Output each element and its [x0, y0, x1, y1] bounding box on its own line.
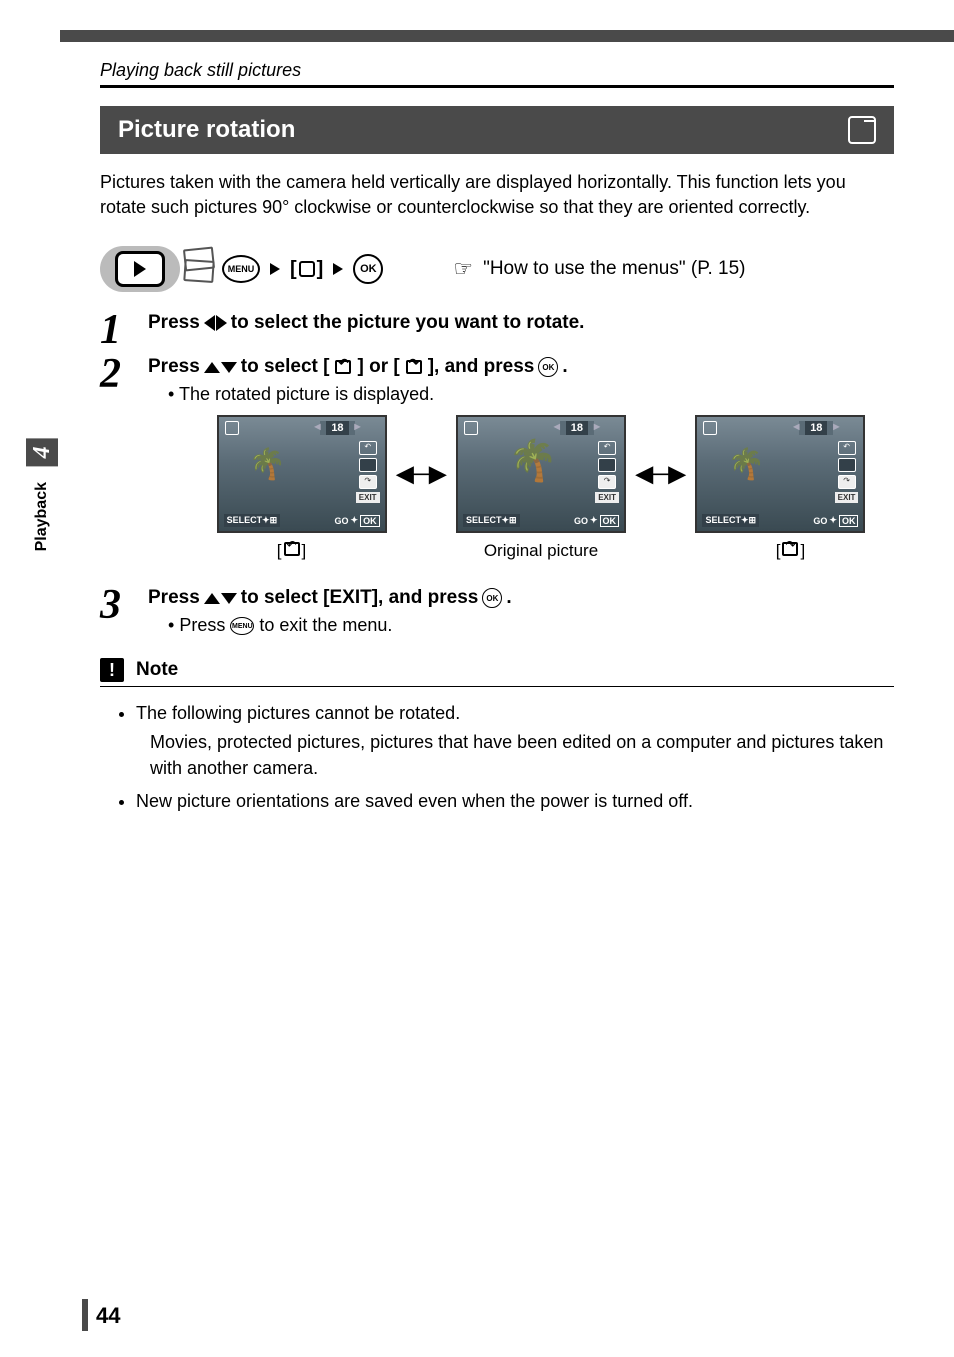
step-3-title: Press to select [EXIT], and press OK . — [148, 587, 894, 609]
up-down-arrows-icon — [204, 362, 237, 373]
step-3: 3 Press to select [EXIT], and press OK .… — [100, 587, 894, 646]
step-number: 1 — [100, 312, 130, 350]
rotate-mode-icon — [225, 421, 239, 435]
option-ccw-icon: ↶ — [838, 441, 856, 455]
play-icon — [134, 261, 146, 277]
select-hint: SELECT✦⊞ — [224, 514, 281, 527]
chapter-number: 4 — [26, 438, 58, 466]
menu-path-row: MENU [] OK ☞ "How to use the menus" (P. … — [100, 246, 894, 292]
text: ] or [ — [357, 356, 399, 378]
exit-option: EXIT — [356, 492, 380, 503]
rotate-mode-icon — [703, 421, 717, 435]
text: to select [EXIT], and press — [241, 587, 479, 609]
option-cw-icon: ↷ — [598, 475, 616, 489]
note-list: The following pictures cannot be rotated… — [118, 701, 894, 726]
step-3-bullet: Press MENU to exit the menu. — [168, 615, 894, 636]
bidirectional-arrow-icon: ◀─▶ — [397, 461, 446, 487]
text: to select the picture you want to rotate… — [231, 312, 585, 334]
label-cw: [] — [776, 541, 805, 561]
rotate-bracket-icon: [] — [290, 258, 323, 281]
section-header: Picture rotation — [100, 106, 894, 154]
menu-button-icon: MENU — [222, 255, 260, 283]
select-hint: SELECT✦⊞ — [463, 514, 520, 527]
option-none-icon — [598, 458, 616, 472]
select-hint: SELECT✦⊞ — [702, 514, 759, 527]
rotate-ccw-icon — [335, 360, 351, 374]
exit-option: EXIT — [835, 492, 859, 503]
note-badge-icon: ! — [100, 658, 124, 682]
step-number: 3 — [100, 587, 130, 646]
option-ccw-icon: ↶ — [598, 441, 616, 455]
top-bar — [60, 30, 954, 42]
side-tab: Playback 4 — [28, 436, 56, 551]
ok-icon: OK — [482, 588, 502, 608]
reference-text: "How to use the menus" (P. 15) — [483, 258, 745, 280]
screen-original: 18 🌴 ↶ ↷ EXIT SELECT✦⊞ GO✦OK — [456, 415, 626, 533]
running-head: Playing back still pictures — [100, 60, 894, 81]
arrow-sep-icon — [270, 263, 280, 275]
side-tab-label: Playback — [33, 482, 51, 551]
option-ccw-icon: ↶ — [359, 441, 377, 455]
label-ccw: [] — [277, 541, 306, 561]
screens-row: 18 🌴 ↶ ↷ EXIT SELECT✦⊞ GO✦OK ◀─▶ — [188, 415, 894, 533]
rotate-icon — [848, 116, 876, 144]
note-item: The following pictures cannot be rotated… — [136, 701, 894, 726]
step-2-title: Press to select [ ] or [ ], and press OK… — [148, 356, 894, 378]
text: to exit the menu. — [259, 615, 392, 635]
page-number: 44 — [96, 1303, 120, 1329]
text: ], and press — [428, 356, 535, 378]
text: . — [506, 587, 511, 609]
option-none-icon — [838, 458, 856, 472]
option-cw-icon: ↷ — [838, 475, 856, 489]
section-title: Picture rotation — [118, 116, 295, 144]
mode-dial-icon — [184, 248, 212, 290]
frame-count: 18 — [560, 421, 594, 435]
screen-labels: [] Original picture [] — [188, 541, 894, 561]
text: Press — [179, 615, 230, 635]
ok-button-icon: OK — [353, 254, 383, 284]
rotate-cw-icon — [406, 360, 422, 374]
note-item: New picture orientations are saved even … — [136, 789, 894, 814]
up-down-arrows-icon — [204, 593, 237, 604]
text: to select [ — [241, 356, 330, 378]
option-none-icon — [359, 458, 377, 472]
exit-option: EXIT — [595, 492, 619, 503]
frame-count: 18 — [320, 421, 354, 435]
option-cw-icon: ↷ — [359, 475, 377, 489]
frame-count: 18 — [799, 421, 833, 435]
label-original: Original picture — [484, 541, 598, 561]
ok-icon: OK — [538, 357, 558, 377]
rotate-mode-icon — [464, 421, 478, 435]
bidirectional-arrow-icon: ◀─▶ — [636, 461, 685, 487]
go-hint: GO✦OK — [574, 514, 619, 527]
screen-rotated-left: 18 🌴 ↶ ↷ EXIT SELECT✦⊞ GO✦OK — [217, 415, 387, 533]
go-hint: GO✦OK — [335, 514, 380, 527]
playback-mode-badge — [100, 246, 212, 292]
intro-paragraph: Pictures taken with the camera held vert… — [100, 170, 894, 220]
step-2: 2 Press to select [ ] or [ ], and press … — [100, 356, 894, 581]
preview-image: 🌴 — [508, 437, 558, 484]
text: Press — [148, 587, 200, 609]
step-1: 1 Press to select the picture you want t… — [100, 312, 894, 350]
text: Press — [148, 356, 200, 378]
preview-image: 🌴 — [249, 447, 286, 482]
go-hint: GO✦OK — [813, 514, 858, 527]
note-list: New picture orientations are saved even … — [118, 789, 894, 814]
step-1-title: Press to select the picture you want to … — [148, 312, 894, 334]
text: Press — [148, 312, 200, 334]
head-rule — [100, 85, 894, 88]
step-number: 2 — [100, 356, 130, 581]
arrow-sep-icon — [333, 263, 343, 275]
note-header: ! Note — [100, 658, 894, 682]
reference-pointer-icon: ☞ — [453, 256, 473, 282]
note-label: Note — [136, 659, 178, 681]
note-rule — [100, 686, 894, 687]
left-right-arrows-icon — [204, 315, 227, 331]
menu-icon: MENU — [230, 617, 254, 635]
screen-rotated-right: 18 🌴 ↶ ↷ EXIT SELECT✦⊞ GO✦OK — [695, 415, 865, 533]
step-2-bullet: The rotated picture is displayed. — [168, 384, 894, 405]
note-subtext: Movies, protected pictures, pictures tha… — [150, 730, 894, 780]
preview-image: 🌴 — [727, 447, 764, 482]
text: . — [562, 356, 567, 378]
